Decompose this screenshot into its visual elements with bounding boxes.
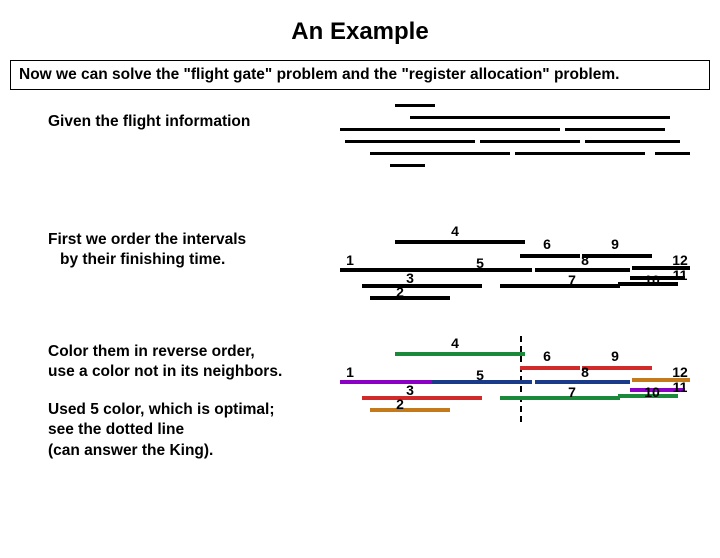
section-c-line2: use a color not in its neighbors. bbox=[48, 363, 282, 380]
interval-label: 3 bbox=[406, 270, 414, 286]
interval-bar bbox=[655, 152, 690, 155]
interval-seg-colored bbox=[520, 366, 580, 370]
interval-label: 11 bbox=[673, 267, 688, 283]
interval-label: 2 bbox=[396, 396, 404, 412]
interval-seg-colored bbox=[395, 352, 525, 356]
section-b-line2: by their finishing time. bbox=[48, 251, 225, 268]
interval-label: 10 bbox=[644, 272, 660, 288]
slide-title: An Example bbox=[0, 18, 720, 46]
interval-seg bbox=[395, 240, 525, 244]
section-d-line3: (can answer the King). bbox=[48, 442, 213, 459]
interval-label: 7 bbox=[568, 384, 576, 400]
section-b: First we order the intervals by their fi… bbox=[0, 230, 720, 318]
section-c-line1: Color them in reverse order, bbox=[48, 343, 255, 360]
interval-label: 10 bbox=[644, 384, 660, 400]
section-c-label: Color them in reverse order, use a color… bbox=[48, 342, 338, 461]
interval-bar bbox=[410, 116, 540, 119]
interval-label: 3 bbox=[406, 382, 414, 398]
subtitle-text: Now we can solve the "flight gate" probl… bbox=[19, 66, 619, 83]
interval-label: 11 bbox=[673, 379, 688, 395]
interval-seg bbox=[520, 254, 580, 258]
interval-label: 2 bbox=[396, 284, 404, 300]
subtitle-box: Now we can solve the "flight gate" probl… bbox=[10, 60, 710, 90]
interval-seg-colored bbox=[370, 408, 450, 412]
interval-bar bbox=[395, 104, 435, 107]
section-b-line1: First we order the intervals bbox=[48, 231, 246, 248]
interval-seg bbox=[500, 284, 620, 288]
section-d-line1: Used 5 color, which is optimal; bbox=[48, 401, 275, 418]
interval-bar bbox=[565, 128, 665, 131]
interval-seg-colored bbox=[362, 396, 482, 400]
dotted-line bbox=[520, 336, 522, 422]
interval-bar bbox=[370, 152, 510, 155]
interval-label: 6 bbox=[543, 236, 551, 252]
interval-bar bbox=[340, 128, 440, 131]
interval-seg-colored bbox=[340, 380, 440, 384]
interval-label: 9 bbox=[611, 236, 619, 252]
interval-label: 7 bbox=[568, 272, 576, 288]
interval-label: 5 bbox=[476, 255, 484, 271]
interval-bar bbox=[585, 140, 680, 143]
section-a: Given the flight information bbox=[0, 112, 720, 192]
interval-seg bbox=[340, 268, 440, 272]
interval-bar bbox=[480, 140, 580, 143]
interval-bar bbox=[345, 140, 475, 143]
interval-label: 9 bbox=[611, 348, 619, 364]
interval-label: 1 bbox=[346, 364, 354, 380]
interval-seg bbox=[370, 296, 450, 300]
interval-seg bbox=[362, 284, 482, 288]
interval-bar bbox=[540, 116, 670, 119]
interval-label: 4 bbox=[451, 223, 459, 239]
section-a-label: Given the flight information bbox=[48, 112, 328, 132]
interval-label: 8 bbox=[581, 252, 589, 268]
interval-label: 12 bbox=[672, 364, 688, 380]
interval-bar bbox=[440, 128, 560, 131]
interval-label: 6 bbox=[543, 348, 551, 364]
interval-label: 12 bbox=[672, 252, 688, 268]
interval-seg bbox=[535, 268, 630, 272]
interval-seg-colored bbox=[582, 366, 652, 370]
interval-label: 5 bbox=[476, 367, 484, 383]
interval-seg bbox=[582, 254, 652, 258]
interval-bar bbox=[515, 152, 645, 155]
interval-label: 8 bbox=[581, 364, 589, 380]
section-cd: Color them in reverse order, use a color… bbox=[0, 342, 720, 482]
section-b-label: First we order the intervals by their fi… bbox=[48, 230, 328, 270]
interval-label: 1 bbox=[346, 252, 354, 268]
interval-bar bbox=[390, 164, 425, 167]
interval-seg-colored bbox=[500, 396, 620, 400]
interval-label: 4 bbox=[451, 335, 459, 351]
section-d-line2: see the dotted line bbox=[48, 421, 184, 438]
interval-seg-colored bbox=[535, 380, 630, 384]
